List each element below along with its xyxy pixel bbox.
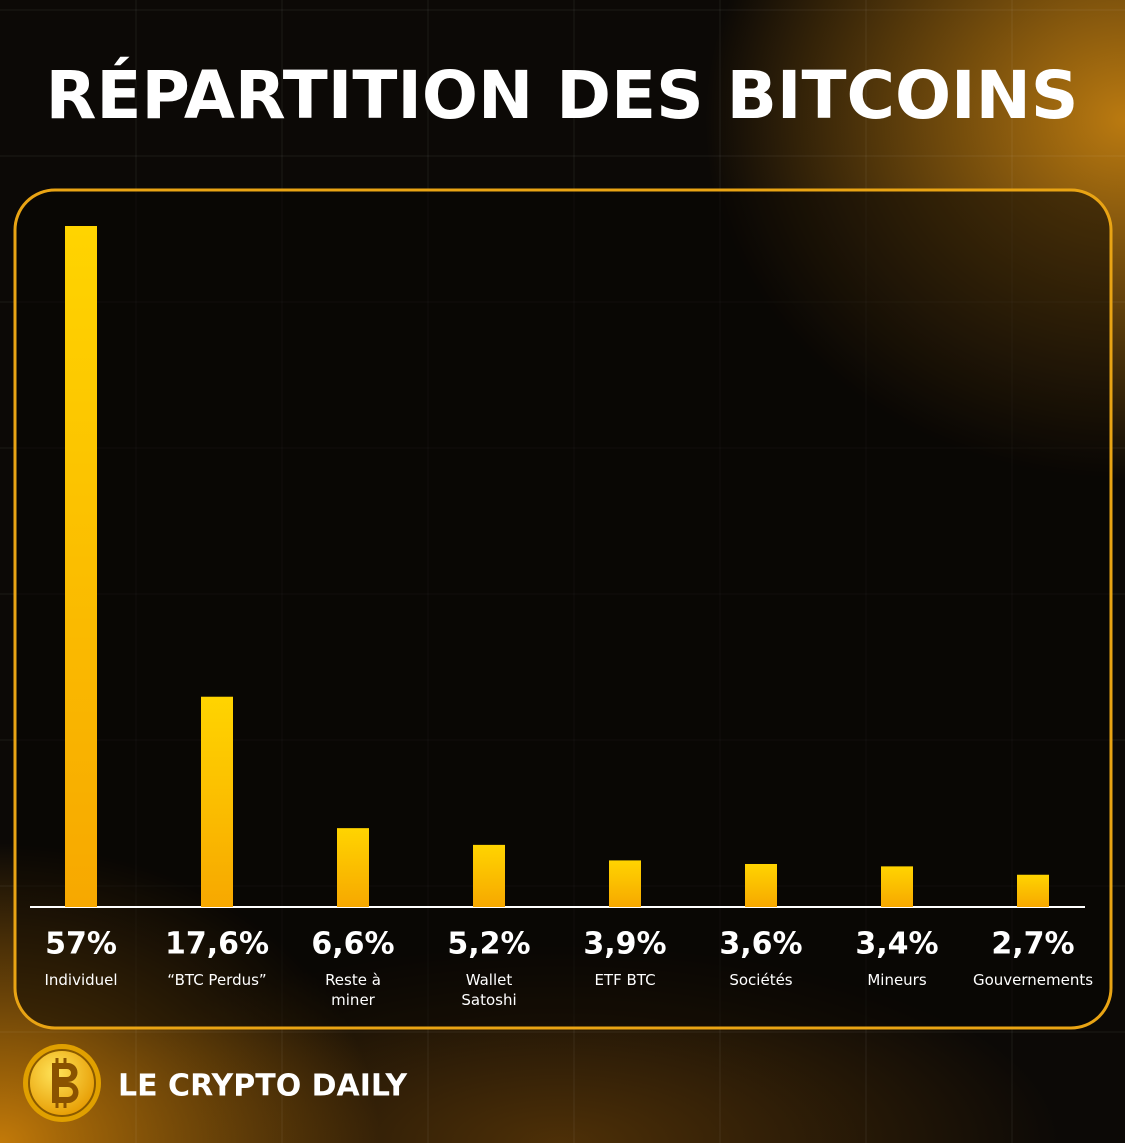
bar (473, 844, 505, 907)
bar (201, 696, 233, 907)
value-label: 6,6% (311, 927, 394, 962)
value-label: 3,6% (719, 927, 802, 962)
category-label: Wallet Satoshi (461, 971, 517, 1009)
value-label: 2,7% (991, 927, 1074, 962)
category-label: Reste à miner (325, 971, 381, 1009)
category-label: Sociétés (729, 971, 793, 989)
category-label: Mineurs (867, 971, 927, 989)
value-label: 3,9% (583, 927, 666, 962)
bar (1017, 874, 1049, 907)
value-label: 17,6% (165, 927, 269, 962)
value-label: 57% (45, 927, 117, 962)
panel (13, 188, 1113, 1030)
brand: LE CRYPTO DAILY (118, 1069, 408, 1104)
category-label: Gouvernements (972, 971, 1094, 989)
value-label: 3,4% (855, 927, 938, 962)
category-label: “BTC Perdus” (167, 971, 267, 989)
value-label: 5,2% (447, 927, 530, 962)
chart-title: RÉPARTITION DES BITCOINS (46, 56, 1079, 134)
bar (881, 866, 913, 907)
bar (337, 828, 369, 907)
logo (23, 1044, 101, 1122)
bar (745, 863, 777, 907)
category-label: ETF BTC (594, 971, 656, 989)
bar (609, 860, 641, 907)
bar (65, 226, 97, 907)
category-label: Individuel (44, 971, 118, 989)
